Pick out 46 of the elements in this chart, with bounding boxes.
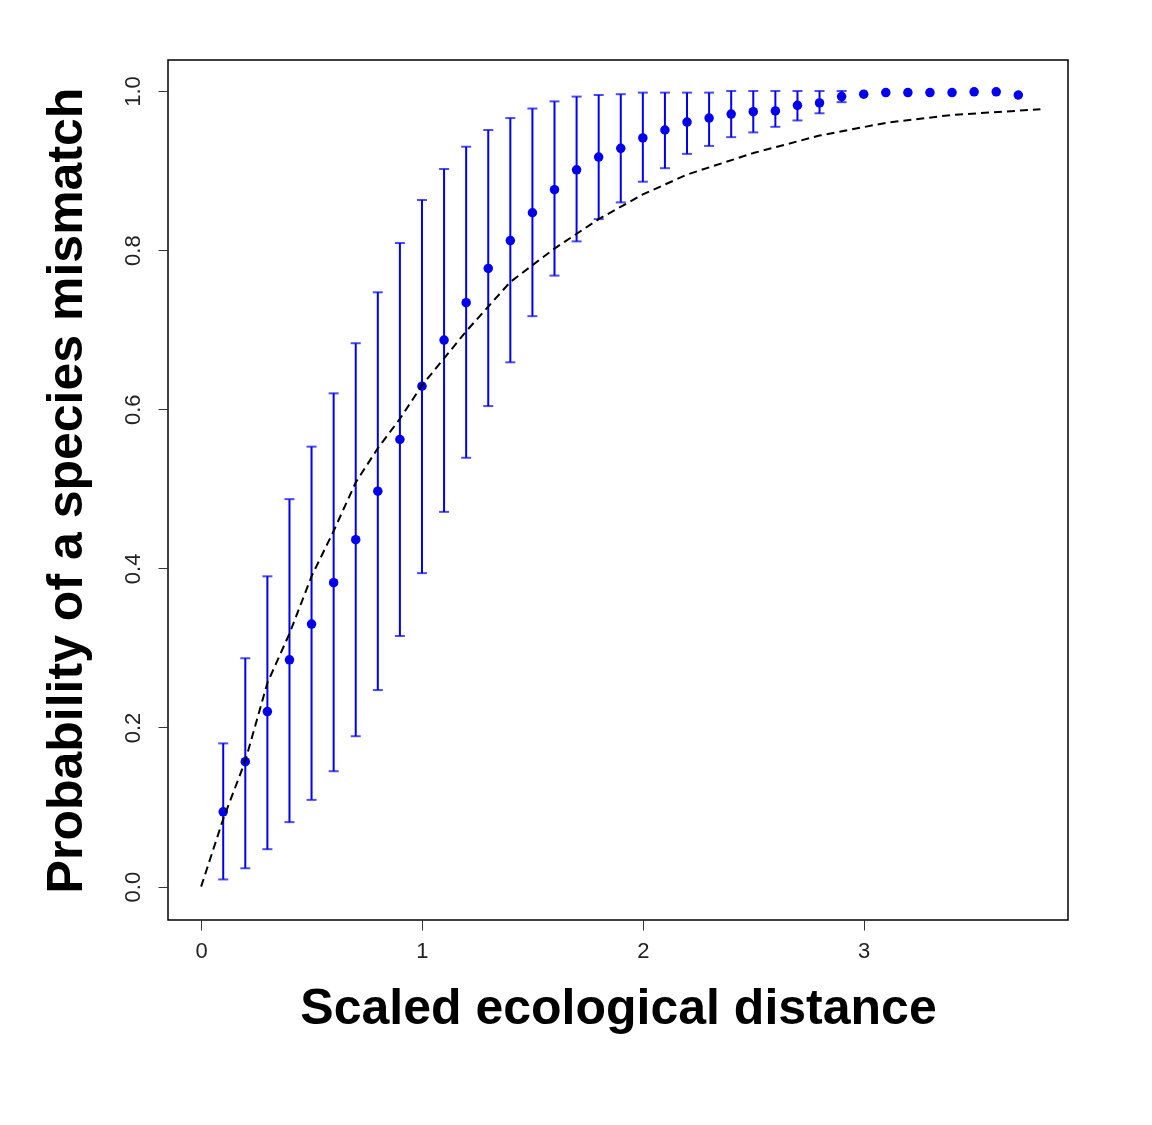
x-tick-label: 0 <box>195 937 208 963</box>
point <box>593 152 604 162</box>
y-axis-title: Probability of a species mismatch <box>36 87 93 894</box>
point <box>549 184 560 195</box>
y-tick-label: 0.0 <box>119 871 145 903</box>
point <box>726 109 736 119</box>
point <box>660 125 670 135</box>
point <box>616 143 626 154</box>
y-tick-label: 0.6 <box>119 394 145 426</box>
point <box>903 87 913 98</box>
point <box>395 434 405 445</box>
x-axis-title: Scaled ecological distance <box>300 978 937 1035</box>
line-series <box>200 108 1042 888</box>
point <box>1013 90 1024 100</box>
point <box>350 534 361 545</box>
point <box>461 297 471 308</box>
point <box>770 106 781 116</box>
y-tick-label: 0.2 <box>119 712 145 744</box>
point <box>858 89 869 99</box>
point <box>439 335 449 345</box>
point <box>682 117 692 127</box>
point <box>373 486 383 496</box>
point <box>284 655 295 665</box>
point <box>814 98 825 108</box>
point <box>638 133 648 143</box>
point <box>328 577 339 588</box>
point <box>483 263 493 274</box>
point <box>991 87 1001 97</box>
point <box>704 113 714 123</box>
y-tick-label: 1.0 <box>119 76 145 107</box>
y-tick-label: 0.4 <box>119 553 145 585</box>
y-tick-label: 0.8 <box>119 235 145 266</box>
x-tick-label: 2 <box>637 937 650 963</box>
point <box>505 235 516 246</box>
x-tick-label: 1 <box>416 937 429 963</box>
point <box>527 208 538 218</box>
x-tick-label: 3 <box>858 937 871 963</box>
point <box>571 165 582 175</box>
point <box>792 100 803 111</box>
point <box>881 87 891 98</box>
point <box>925 87 935 98</box>
point <box>969 87 979 97</box>
point <box>306 619 317 629</box>
point <box>947 87 957 98</box>
point <box>748 106 759 117</box>
point <box>262 706 273 717</box>
